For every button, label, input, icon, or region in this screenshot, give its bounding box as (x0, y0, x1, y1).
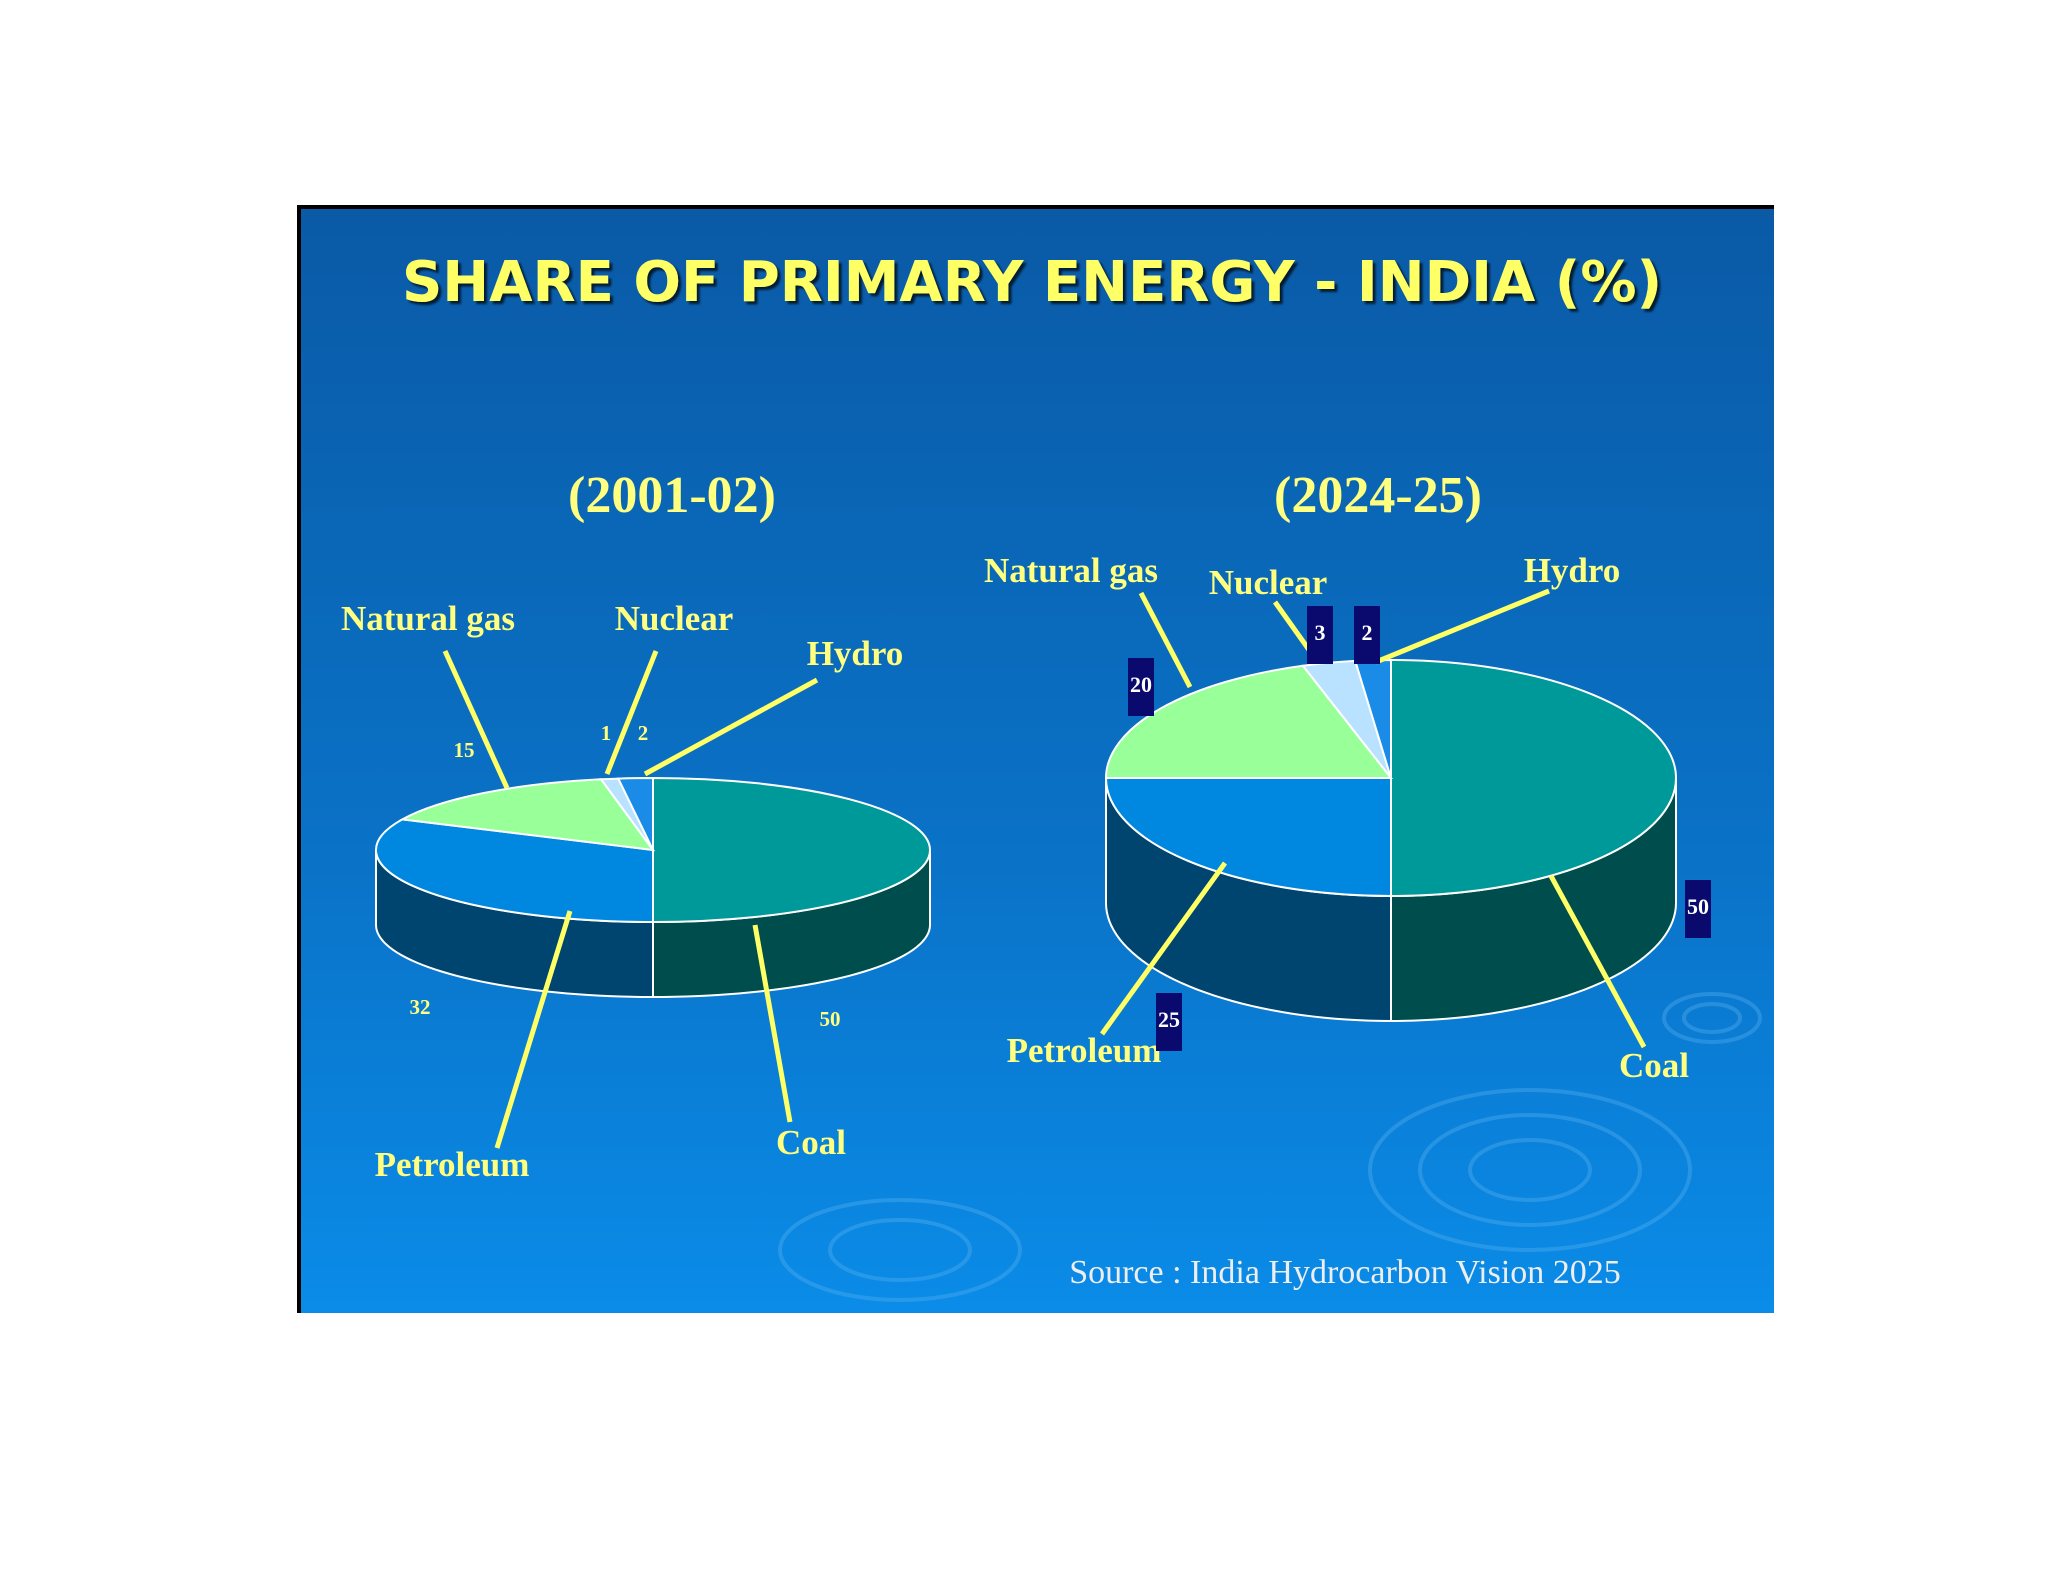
pie-slice (1104, 664, 1394, 779)
pie-slice (1104, 777, 1392, 898)
leader-line (442, 649, 510, 790)
value-label-box (1128, 658, 1154, 716)
value-label: 3 (1315, 620, 1326, 645)
slice-label: Petroleum (1007, 1031, 1162, 1070)
leader-line (1548, 874, 1647, 1049)
slice-label: Hydro (1524, 551, 1621, 590)
value-label-box (1354, 606, 1380, 664)
slice-label: Natural gas (984, 551, 1158, 590)
value-label: 32 (410, 995, 431, 1019)
pie-slice (399, 778, 656, 852)
value-label: 20 (1130, 672, 1152, 697)
ripples (778, 992, 1762, 1302)
value-label-box (1156, 993, 1182, 1051)
value-label: 15 (454, 738, 475, 762)
leader-line (1099, 861, 1228, 1036)
chart-title: (2024-25) (1274, 467, 1482, 524)
value-label: 25 (1158, 1007, 1180, 1032)
leader-line (604, 650, 659, 775)
slide-border (297, 205, 1774, 1313)
value-label: 2 (638, 721, 649, 745)
source-note: Source : India Hydrocarbon Vision 2025 (1069, 1254, 1621, 1291)
value-label-box (1685, 880, 1711, 938)
leader-line (752, 924, 793, 1123)
pie-slice (1390, 658, 1677, 898)
pie-slice (375, 818, 654, 924)
pie-tops (375, 776, 931, 924)
slice-label: Nuclear (615, 599, 734, 638)
chart-title: (2001-02) (568, 467, 776, 524)
leader-line (494, 910, 573, 1149)
value-label: 50 (820, 1007, 841, 1031)
value-label: 50 (1687, 894, 1709, 919)
slice-label: Coal (1619, 1046, 1689, 1085)
slice-label: Coal (776, 1123, 846, 1162)
leader-line (643, 677, 819, 777)
slice-label: Petroleum (375, 1145, 530, 1184)
slice-label: Nuclear (1209, 563, 1328, 602)
value-label: 2 (1362, 620, 1373, 645)
value-label-box (1307, 606, 1333, 664)
slide-title: SHARE OF PRIMARY ENERGY - INDIA (%) (402, 250, 1662, 315)
pie-slice (616, 776, 654, 851)
slice-label: Hydro (807, 634, 904, 673)
pie-slice (652, 776, 931, 924)
slice-label: Natural gas (341, 599, 515, 638)
leader-line (1375, 588, 1550, 665)
pie-tops (1104, 658, 1677, 898)
value-label: 1 (601, 721, 612, 745)
leader-line (1138, 591, 1193, 689)
